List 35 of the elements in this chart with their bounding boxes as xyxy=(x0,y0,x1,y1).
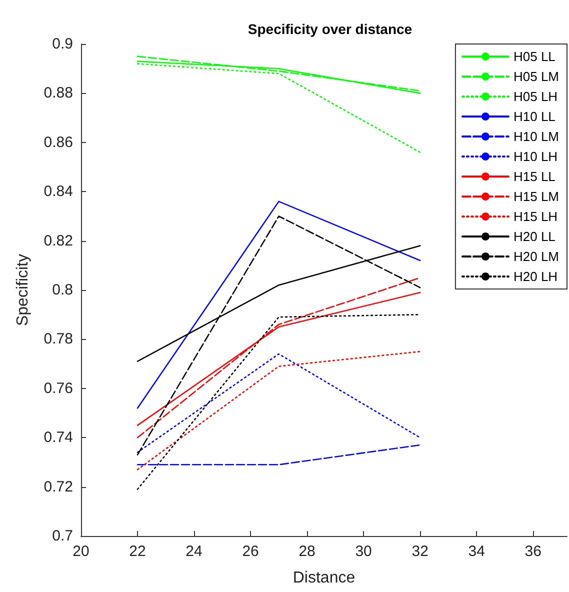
y-tick-label: 0.78 xyxy=(44,330,73,348)
y-tick-label: 0.86 xyxy=(44,134,73,151)
legend-label: H20 LM xyxy=(513,249,560,264)
y-tick-label: 0.76 xyxy=(44,380,73,397)
legend-label: H05 LL xyxy=(513,49,556,64)
legend-label: H05 LM xyxy=(513,69,560,84)
legend-label: H15 LH xyxy=(513,209,558,224)
y-tick-label: 0.72 xyxy=(44,478,73,496)
legend-label: H15 LL xyxy=(513,169,556,184)
x-tick-label: 28 xyxy=(298,543,316,560)
x-tick-label: 32 xyxy=(412,543,428,560)
x-tick-label: 22 xyxy=(129,543,146,560)
x-tick-label: 34 xyxy=(468,543,485,560)
y-axis-title: Specificity xyxy=(14,254,32,326)
y-tick-label: 0.7 xyxy=(52,528,73,544)
y-tick-label: 0.88 xyxy=(44,84,73,102)
x-tick-label: 26 xyxy=(242,543,259,560)
legend-label: H10 LM xyxy=(513,129,560,144)
legend-label: H10 LL xyxy=(513,109,556,124)
y-tick-label: 0.8 xyxy=(52,282,73,298)
x-tick-label: 36 xyxy=(524,543,542,560)
legend-label: H20 LL xyxy=(513,229,556,244)
x-tick-label: 20 xyxy=(72,543,90,560)
legend-label: H10 LH xyxy=(513,149,558,164)
y-tick-label: 0.74 xyxy=(44,429,73,446)
x-tick-label: 30 xyxy=(355,543,372,560)
x-tick-label: 24 xyxy=(186,543,202,560)
legend-label: H05 LH xyxy=(513,89,558,104)
legend-label: H15 LM xyxy=(513,189,560,204)
y-tick-label: 0.84 xyxy=(44,183,73,200)
x-axis-title: Distance xyxy=(292,570,356,586)
y-tick-label: 0.9 xyxy=(52,36,73,52)
legend-label: H20 LH xyxy=(513,269,558,284)
chart-title: Specificity over distance xyxy=(248,21,412,37)
y-tick-label: 0.82 xyxy=(44,232,73,250)
